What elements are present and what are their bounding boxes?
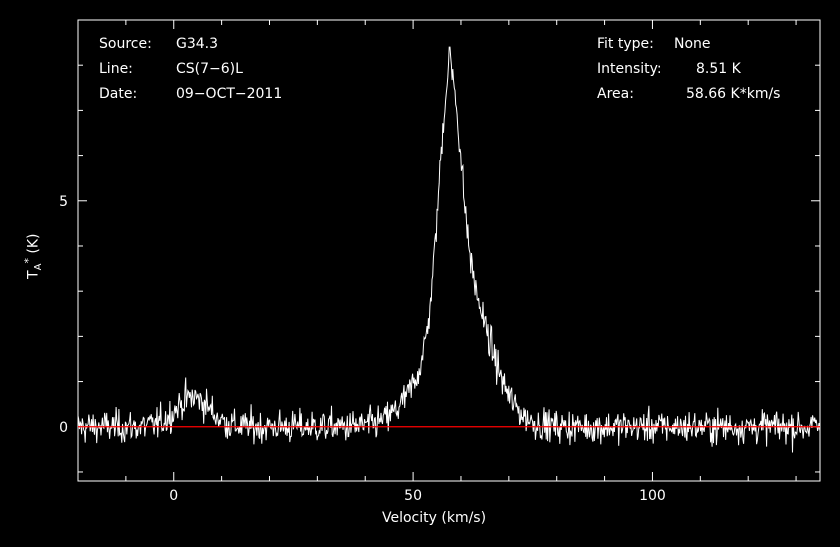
y-axis-label: TA* (K) <box>22 221 44 291</box>
source-label: Source: <box>99 36 152 52</box>
x-axis-label: Velocity (km/s) <box>382 510 487 526</box>
x-tick-label: 100 <box>639 488 666 504</box>
date-value: 09−OCT−2011 <box>176 86 283 102</box>
area-value: 58.66 K*km/s <box>686 86 781 102</box>
date-label: Date: <box>99 86 138 102</box>
intensity-value: 8.51 K <box>696 61 741 77</box>
line-value: CS(7−6)L <box>176 61 243 77</box>
y-tick-label: 0 <box>59 420 68 436</box>
fit-type-label: Fit type: <box>597 36 654 52</box>
source-value: G34.3 <box>176 36 219 52</box>
intensity-label: Intensity: <box>597 61 662 77</box>
y-axis-label-main: T <box>25 270 42 279</box>
y-axis-label-sub: A <box>33 263 45 271</box>
y-tick-label: 5 <box>59 194 68 210</box>
y-axis-label-sup: * <box>21 258 35 264</box>
x-tick-label: 0 <box>169 488 178 504</box>
plot-frame <box>77 19 821 482</box>
x-tick-label: 50 <box>404 488 422 504</box>
spectrum-trace <box>77 46 821 453</box>
line-label: Line: <box>99 61 133 77</box>
y-axis-label-unit: (K) <box>25 233 42 254</box>
fit-type-value: None <box>674 36 711 52</box>
area-label: Area: <box>597 86 634 102</box>
